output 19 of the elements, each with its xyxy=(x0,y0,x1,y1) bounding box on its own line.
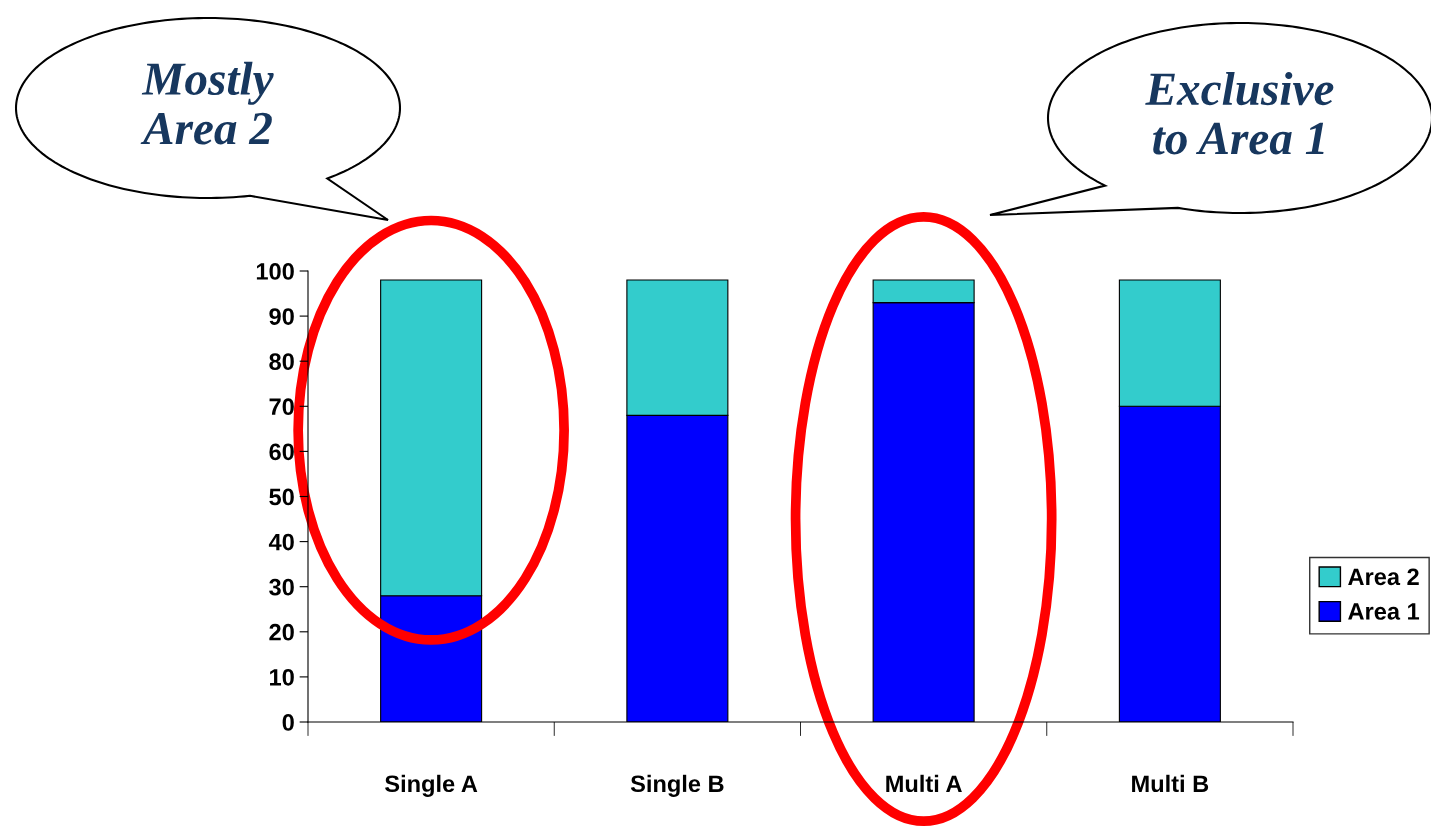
y-tick-label: 40 xyxy=(268,533,294,551)
x-tick-label: Single A xyxy=(385,774,478,797)
y-tick-label: 80 xyxy=(269,353,294,370)
y-tick-label: 100 xyxy=(256,263,294,280)
y-tick-label: 50 xyxy=(269,488,294,506)
y-tick-label: 70 xyxy=(269,398,294,416)
legend-label: Area 1 xyxy=(1348,603,1420,620)
x-tick-label: Single B xyxy=(630,774,724,797)
y-tick-label: 0 xyxy=(282,714,294,731)
y-tick-label: 90 xyxy=(269,308,294,325)
text: Exclusive to Area 1 xyxy=(1145,71,1334,155)
y-tick-label: 60 xyxy=(269,443,294,461)
x-tick-label: Multi A xyxy=(886,774,962,793)
text: Mostly Area 2 xyxy=(140,61,274,145)
y-tick-label: 20 xyxy=(269,623,294,641)
x-tick-label: Multi B xyxy=(1132,774,1209,793)
y-tick-label: 10 xyxy=(270,668,294,686)
legend-label: Area 2 xyxy=(1348,568,1419,586)
y-tick-label: 30 xyxy=(269,578,294,596)
